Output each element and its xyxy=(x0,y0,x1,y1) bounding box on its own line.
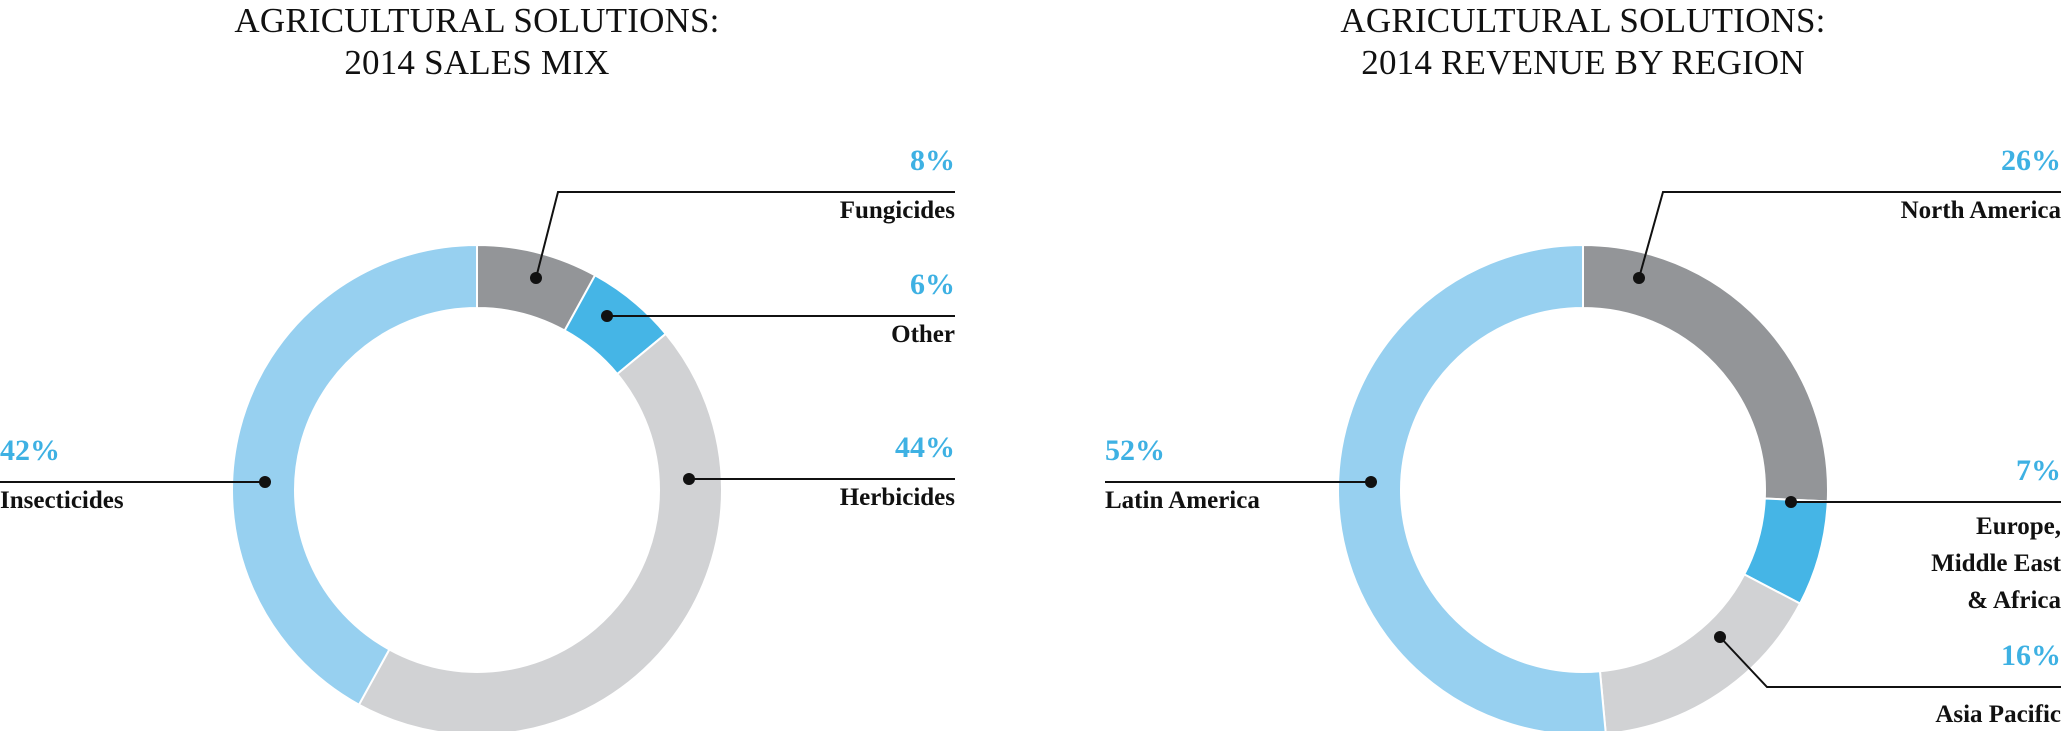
category-label-other: Other xyxy=(891,321,955,348)
leader-dot-insecticides xyxy=(259,476,271,488)
slice-asia-pacific xyxy=(1598,573,1802,731)
category-label-fungicides: Fungicides xyxy=(840,197,956,224)
slice-latin-america xyxy=(1337,243,1607,731)
leader-dot-asia-pacific xyxy=(1714,631,1726,643)
title-line-1: AGRICULTURAL SOLUTIONS: xyxy=(234,1,720,40)
leader-dot-fungicides xyxy=(530,272,542,284)
leader-dot-north-america xyxy=(1633,272,1645,284)
chart-title-revenue-by-region: AGRICULTURAL SOLUTIONS: 2014 REVENUE BY … xyxy=(1233,0,1933,84)
data-label-asia-pacific: 16% xyxy=(2001,639,2061,672)
category-label-latin-america: Latin America xyxy=(1105,487,1260,514)
leader-dot-other xyxy=(601,310,613,322)
category-label-herbicides: Herbicides xyxy=(840,484,956,511)
data-label-latin-america: 52% xyxy=(1105,434,1165,467)
category-label-insecticides: Insecticides xyxy=(0,487,124,514)
data-label-north-america: 26% xyxy=(2001,144,2061,177)
category-label-europe-middle-east-africa: Europe, Middle East & Africa xyxy=(1931,513,2061,614)
data-label-other: 6% xyxy=(910,268,955,301)
slice-north-america xyxy=(1582,243,1829,503)
slice-insecticides xyxy=(231,243,478,707)
leader-line-asia-pacific xyxy=(1719,636,2061,688)
leader-dot-herbicides xyxy=(683,473,695,485)
leader-line-north-america xyxy=(1638,191,2061,279)
leader-dot-latin-america xyxy=(1365,476,1377,488)
data-label-fungicides: 8% xyxy=(910,144,955,177)
category-label-asia-pacific: Asia Pacific xyxy=(1935,701,2061,728)
leader-line-fungicides xyxy=(535,191,955,279)
category-label-north-america: North America xyxy=(1901,197,2061,224)
slice-herbicides xyxy=(357,332,724,731)
title-line-2: 2014 SALES MIX xyxy=(344,43,610,82)
donut-chart-2: 26% North America 7% Europe, Middle East & Af… xyxy=(1105,144,2061,731)
title-line-2: 2014 REVENUE BY REGION xyxy=(1361,43,1805,82)
leader-dot-europe-middle-east-africa xyxy=(1785,496,1797,508)
data-label-insecticides: 42% xyxy=(0,434,60,467)
donut-chart-1: 8% Fungicides 6% Other 44% Herbicides 42% Insec… xyxy=(0,144,955,731)
data-label-europe-middle-east-africa: 7% xyxy=(2016,454,2061,487)
chart-title-sales-mix: AGRICULTURAL SOLUTIONS: 2014 SALES MIX xyxy=(127,0,827,84)
data-label-herbicides: 44% xyxy=(895,431,955,464)
title-line-1: AGRICULTURAL SOLUTIONS: xyxy=(1340,1,1826,40)
